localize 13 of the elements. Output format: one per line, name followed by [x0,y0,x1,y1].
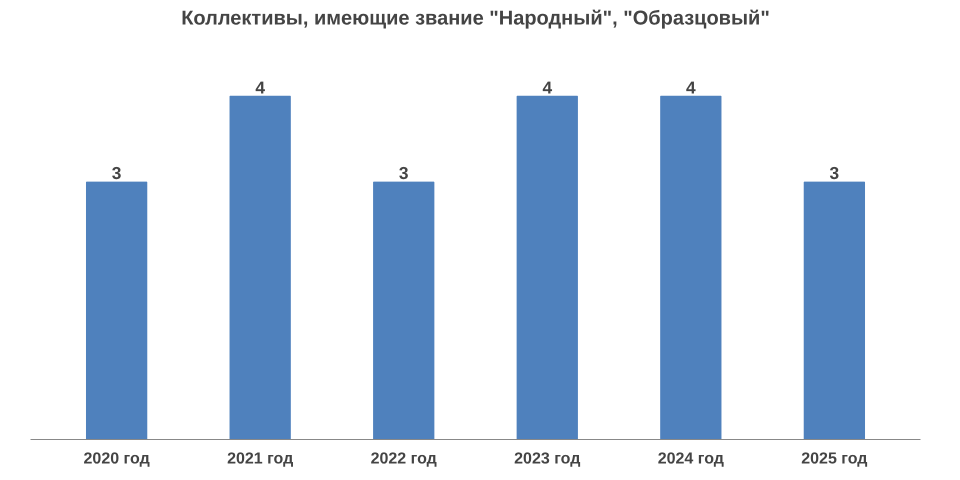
chart-title: Коллективы, имеющие звание "Народный", "Образцовый" [181,8,770,30]
data-label: 3 [398,163,409,184]
data-label: 4 [255,77,266,98]
data-label: 3 [112,163,122,184]
x-tick-label: 2024 год [658,450,724,468]
x-tick-label: 2020 год [84,450,150,468]
data-label: 4 [542,77,552,98]
x-tick-label: 2021 год [227,450,294,468]
data-label: 4 [686,77,696,98]
data-label: 3 [830,163,840,184]
x-tick-label: 2022 год [370,450,437,468]
x-tick-label: 2025 год [801,450,868,468]
x-tick-label: 2023 год [514,450,580,468]
